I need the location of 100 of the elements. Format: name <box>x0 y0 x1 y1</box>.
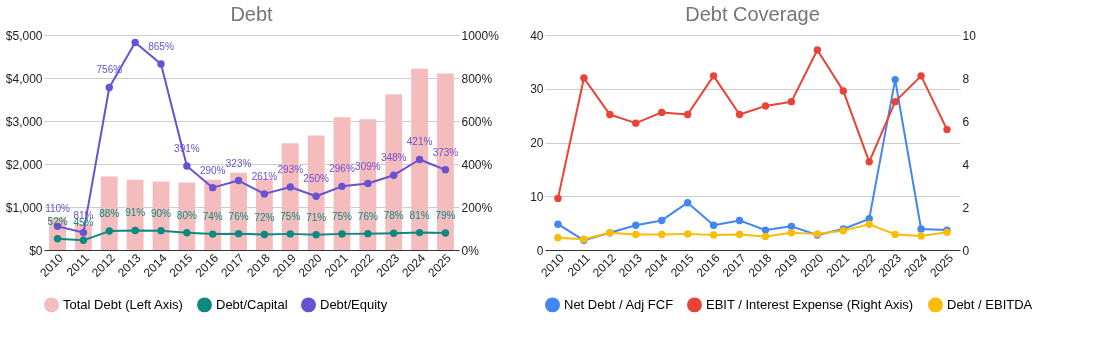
legend-label: Debt/Equity <box>320 296 388 312</box>
point <box>286 230 294 238</box>
data-label: 75% <box>280 210 301 222</box>
y-tick-label: 20 <box>530 136 544 150</box>
y-tick-label: 0 <box>536 243 544 258</box>
point <box>286 183 294 191</box>
point <box>441 166 450 174</box>
point <box>312 231 320 239</box>
y-tick-label: 10 <box>530 189 544 204</box>
point <box>709 231 718 239</box>
point <box>554 194 562 203</box>
point <box>632 119 640 127</box>
point <box>709 221 718 229</box>
y2-tick-label: 10 <box>962 28 977 43</box>
data-label: 250% <box>303 173 330 185</box>
point <box>105 83 113 92</box>
point <box>709 72 718 80</box>
point <box>131 38 139 47</box>
y-tick-label: $1,000 <box>5 200 43 215</box>
data-label: 88% <box>99 208 120 220</box>
data-label: 76% <box>357 210 378 222</box>
y2-tick-label: 800% <box>461 71 493 86</box>
data-label: 80% <box>176 209 197 221</box>
point <box>183 162 191 170</box>
point <box>787 222 796 231</box>
data-label: 348% <box>380 152 407 164</box>
point <box>260 190 269 198</box>
y2-tick-label: 6 <box>962 114 970 129</box>
legend-label: Debt/Capital <box>216 296 288 312</box>
point <box>234 176 243 185</box>
point <box>554 220 562 228</box>
y2-tick-label: 0% <box>461 243 480 258</box>
point <box>415 155 424 164</box>
point <box>891 97 899 106</box>
point <box>415 228 424 237</box>
point <box>183 229 191 237</box>
bar <box>100 176 118 250</box>
data-label: 74% <box>202 211 223 223</box>
point <box>390 171 398 179</box>
y2-tick-label: 2 <box>962 200 970 215</box>
y-tick-label: $3,000 <box>5 114 43 129</box>
point <box>839 87 847 95</box>
data-label: 261% <box>251 170 278 182</box>
point <box>390 229 398 237</box>
data-label: 91% <box>125 207 146 219</box>
y-tick-label: 40 <box>530 28 544 43</box>
data-label: 52% <box>47 215 68 227</box>
point <box>917 72 925 80</box>
point <box>787 97 796 106</box>
data-label: 81% <box>409 209 430 221</box>
point <box>580 74 588 82</box>
point <box>209 230 217 238</box>
bar <box>178 182 196 250</box>
chart-title: Debt <box>230 3 274 25</box>
y2-tick-label: 200% <box>461 200 493 215</box>
point <box>364 229 372 238</box>
point <box>234 229 243 238</box>
point <box>787 229 796 237</box>
data-label: 78% <box>383 210 404 222</box>
data-label: 71% <box>306 211 327 223</box>
point <box>813 46 822 54</box>
point <box>441 229 450 237</box>
point <box>735 216 744 225</box>
point <box>105 227 113 235</box>
data-label: 373% <box>432 146 459 158</box>
point <box>312 192 320 200</box>
legend-label: Debt / EBITDA <box>947 296 1033 312</box>
data-label: 421% <box>406 136 433 148</box>
point <box>761 102 770 110</box>
point <box>658 216 666 225</box>
point <box>131 226 139 235</box>
point <box>209 183 217 192</box>
point <box>338 182 346 191</box>
point <box>735 110 744 119</box>
data-label: 865% <box>148 41 174 53</box>
point <box>761 226 770 234</box>
data-label: 72% <box>254 211 275 223</box>
point <box>917 225 925 233</box>
y-tick-label: $4,000 <box>5 71 43 86</box>
point <box>891 75 899 84</box>
y2-tick-label: 400% <box>461 157 493 172</box>
point <box>260 230 269 239</box>
point <box>891 230 899 239</box>
point <box>735 230 744 239</box>
point <box>632 230 640 239</box>
point <box>606 110 614 119</box>
point <box>943 125 951 134</box>
point <box>658 108 666 117</box>
point <box>865 158 873 166</box>
data-label: 110% <box>45 203 71 215</box>
data-label: 290% <box>199 164 226 176</box>
point <box>338 230 346 238</box>
y2-tick-label: 4 <box>962 157 970 172</box>
data-label: 309% <box>355 160 381 172</box>
point <box>761 232 770 241</box>
y2-tick-label: 1000% <box>461 28 500 43</box>
point <box>658 230 666 239</box>
legend-label: EBIT / Interest Expense (Right Axis) <box>706 296 914 312</box>
point <box>683 199 692 207</box>
point <box>683 110 692 119</box>
